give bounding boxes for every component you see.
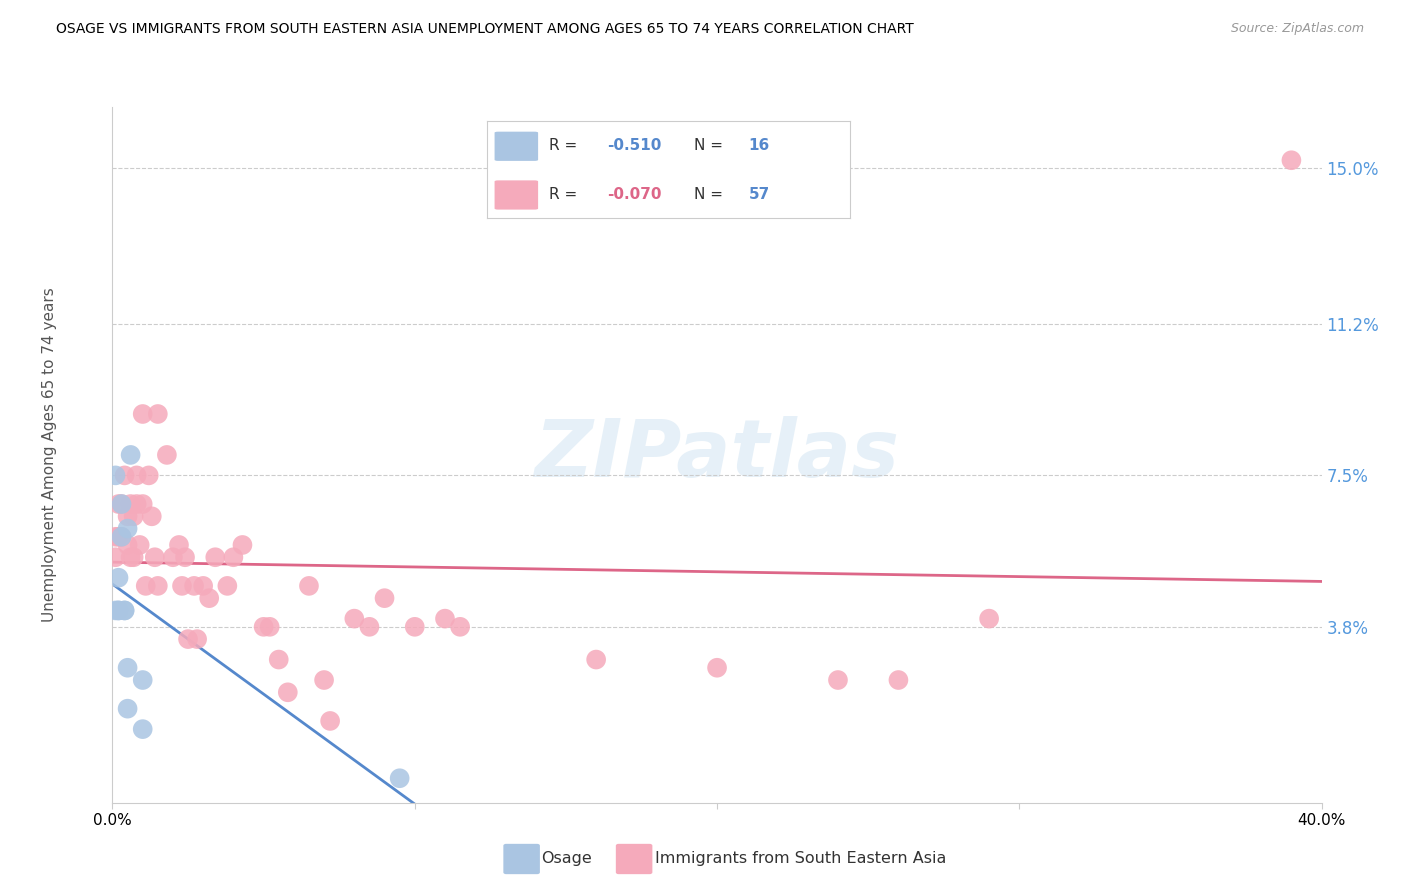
Point <box>132 497 155 511</box>
Point <box>135 579 157 593</box>
Point <box>198 591 221 606</box>
Point <box>887 673 910 687</box>
Text: Source: ZipAtlas.com: Source: ZipAtlas.com <box>1230 22 1364 36</box>
Text: ZIPatlas: ZIPatlas <box>534 416 900 494</box>
Point <box>110 497 132 511</box>
Point <box>110 530 132 544</box>
Point <box>120 448 142 462</box>
Point <box>277 685 299 699</box>
Point <box>174 550 197 565</box>
Point <box>125 468 148 483</box>
Point <box>107 497 129 511</box>
Point <box>138 468 160 483</box>
Point <box>114 603 136 617</box>
Point <box>107 530 129 544</box>
Point <box>143 550 166 565</box>
Point <box>706 661 728 675</box>
Point <box>120 497 142 511</box>
Point <box>104 530 127 544</box>
Point <box>449 620 471 634</box>
Point <box>125 497 148 511</box>
Point <box>110 530 132 544</box>
Point <box>162 550 184 565</box>
Point <box>433 612 456 626</box>
Point <box>231 538 253 552</box>
Point <box>374 591 396 606</box>
Point <box>120 550 142 565</box>
Text: OSAGE VS IMMIGRANTS FROM SOUTH EASTERN ASIA UNEMPLOYMENT AMONG AGES 65 TO 74 YEA: OSAGE VS IMMIGRANTS FROM SOUTH EASTERN A… <box>56 22 914 37</box>
Point <box>117 522 139 536</box>
Point <box>314 673 336 687</box>
Point <box>204 550 226 565</box>
Point <box>122 550 145 565</box>
Point <box>267 652 290 666</box>
Point <box>170 579 193 593</box>
Point <box>183 579 205 593</box>
Point <box>146 579 169 593</box>
Point <box>117 509 139 524</box>
Point <box>128 538 150 552</box>
Point <box>259 620 281 634</box>
Point <box>253 620 276 634</box>
Point <box>132 673 155 687</box>
Point <box>107 571 129 585</box>
Text: Immigrants from South Eastern Asia: Immigrants from South Eastern Asia <box>655 852 946 866</box>
Point <box>827 673 849 687</box>
Point <box>117 701 139 715</box>
Point <box>319 714 342 728</box>
Point <box>104 603 127 617</box>
Y-axis label: Unemployment Among Ages 65 to 74 years: Unemployment Among Ages 65 to 74 years <box>42 287 56 623</box>
Point <box>1279 153 1302 168</box>
Point <box>104 550 127 565</box>
Point <box>343 612 366 626</box>
Point <box>359 620 381 634</box>
Point <box>585 652 607 666</box>
Point <box>388 771 411 785</box>
Point <box>222 550 245 565</box>
Point <box>177 632 200 646</box>
Point <box>132 722 155 736</box>
Point <box>122 509 145 524</box>
Point <box>117 661 139 675</box>
Point <box>104 468 127 483</box>
Point <box>141 509 163 524</box>
Point <box>298 579 321 593</box>
Point <box>156 448 179 462</box>
Point <box>117 538 139 552</box>
Point <box>217 579 239 593</box>
Point <box>191 579 214 593</box>
Point <box>114 603 136 617</box>
Point <box>146 407 169 421</box>
Point <box>404 620 426 634</box>
Point <box>167 538 190 552</box>
Point <box>977 612 1000 626</box>
Point <box>107 603 129 617</box>
Point <box>107 603 129 617</box>
Point <box>186 632 208 646</box>
Point <box>132 407 155 421</box>
Point <box>110 497 132 511</box>
Point <box>114 468 136 483</box>
Text: Osage: Osage <box>541 852 592 866</box>
